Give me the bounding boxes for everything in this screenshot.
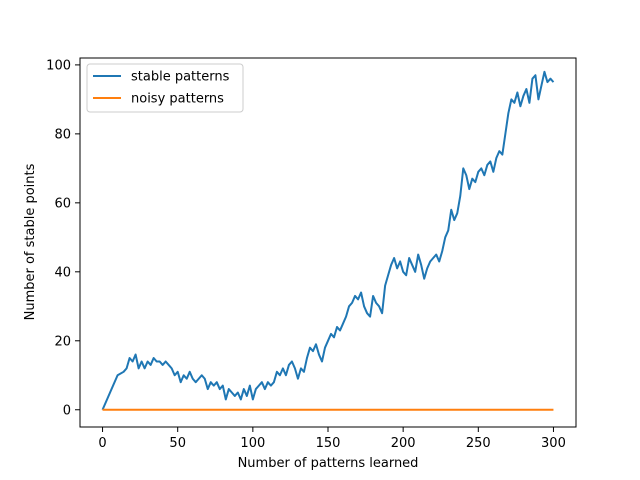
x-tick-label: 250: [466, 436, 491, 451]
y-tick-label: 40: [54, 265, 71, 280]
y-axis-ticks: 0 20 40 60 80 100: [46, 58, 80, 418]
x-tick-label: 300: [541, 436, 566, 451]
y-tick-label: 80: [54, 127, 71, 142]
y-tick-label: 20: [54, 334, 71, 349]
x-tick-label: 200: [391, 436, 416, 451]
legend: stable patterns noisy patterns: [86, 63, 244, 113]
legend-box: [86, 63, 244, 113]
x-axis-label: Number of patterns learned: [238, 456, 419, 471]
x-tick-label: 0: [98, 436, 106, 451]
x-tick-label: 100: [240, 436, 265, 451]
legend-label-stable-patterns: stable patterns: [131, 70, 230, 85]
series-line-stable-patterns: [101, 70, 555, 411]
y-tick-label: 60: [54, 196, 71, 211]
series-layer: [101, 70, 555, 411]
x-tick-label: 150: [316, 436, 341, 451]
y-tick-label: 0: [63, 403, 71, 418]
legend-label-noisy-patterns: noisy patterns: [131, 92, 224, 107]
y-axis-label: Number of stable points: [23, 163, 38, 320]
x-tick-label: 50: [169, 436, 186, 451]
y-tick-label: 100: [46, 58, 71, 73]
x-axis-ticks: 0 50 100 150 200 250 300: [98, 427, 566, 451]
